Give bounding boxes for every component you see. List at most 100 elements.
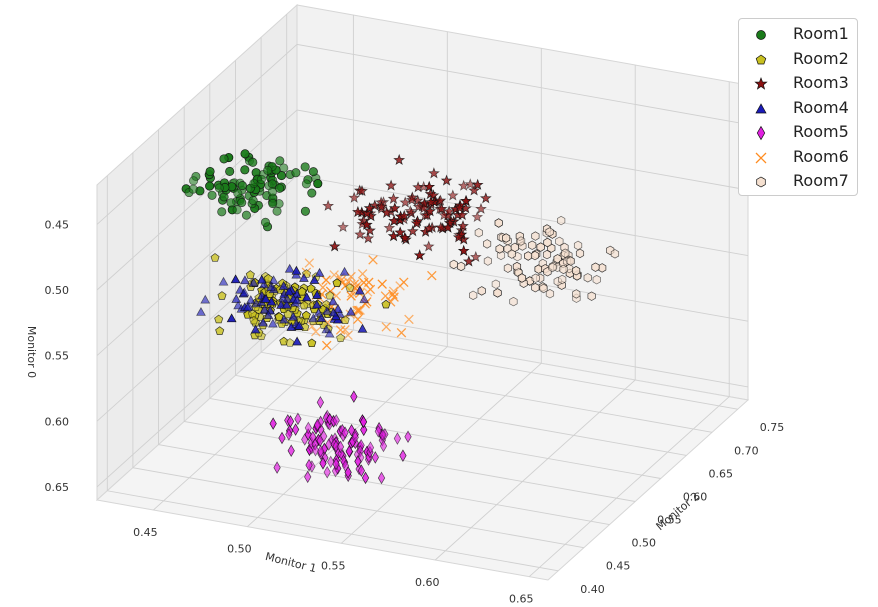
data-point (517, 273, 527, 283)
data-point (286, 415, 295, 428)
data-point (237, 197, 247, 208)
data-point (475, 202, 487, 214)
data-point (294, 320, 305, 330)
data-point (241, 210, 251, 220)
axis-panes (95, 3, 750, 581)
data-point (371, 451, 379, 464)
data-point (249, 315, 259, 325)
data-point (399, 449, 407, 462)
data-point (284, 263, 295, 273)
data-point (345, 283, 355, 292)
data-point (474, 227, 483, 238)
data-point (305, 458, 313, 472)
z-tick-label: 0.65 (45, 481, 70, 494)
data-point (332, 278, 342, 287)
data-point (205, 166, 215, 177)
data-point (491, 279, 500, 289)
data-point (205, 181, 215, 191)
data-point (502, 233, 511, 243)
data-point (399, 196, 412, 208)
data-point (434, 194, 447, 206)
z-tick-label: 0.50 (45, 284, 70, 297)
data-point (583, 273, 592, 283)
data-point (333, 304, 343, 313)
data-point (364, 277, 374, 288)
data-point (288, 311, 299, 321)
data-point (278, 431, 286, 445)
data-point (324, 328, 335, 338)
data-point (275, 156, 285, 166)
legend-label: Room6 (793, 146, 849, 166)
data-point (256, 274, 267, 284)
data-point (536, 242, 545, 252)
data-point (572, 265, 581, 276)
data-point (331, 464, 340, 478)
data-point (219, 154, 229, 164)
data-point (248, 195, 258, 206)
data-point (528, 240, 537, 250)
data-point (359, 294, 370, 304)
data-point (327, 455, 335, 469)
data-point (366, 441, 375, 454)
data-point (360, 218, 373, 230)
data-point (353, 314, 363, 324)
data-point (231, 294, 242, 303)
data-point (210, 253, 220, 262)
tick-labels: 0.450.500.550.600.650.400.450.500.550.60… (45, 218, 785, 605)
data-point (294, 412, 302, 426)
data-point (258, 317, 269, 327)
data-point (332, 414, 340, 427)
data-point (249, 178, 259, 188)
y-tick-label: 0.60 (683, 490, 708, 503)
legend-marker-icon (756, 30, 766, 40)
data-point (555, 236, 564, 247)
data-point (362, 232, 375, 244)
data-point (304, 421, 312, 435)
data-point (196, 306, 206, 316)
legend-marker-icon (756, 125, 766, 141)
data-point (350, 390, 358, 403)
data-point (336, 440, 345, 454)
legend-label: Room2 (793, 48, 849, 68)
data-point (233, 188, 243, 198)
data-point (347, 424, 356, 437)
data-point (239, 287, 250, 297)
data-point (356, 185, 368, 197)
data-point (226, 313, 237, 323)
data-point (387, 192, 400, 204)
data-point (284, 286, 295, 296)
data-point (311, 443, 320, 457)
data-point (404, 430, 412, 444)
data-point (406, 225, 419, 237)
data-point (559, 264, 568, 275)
data-point (352, 205, 364, 218)
data-point (507, 249, 516, 259)
series-room4 (196, 263, 370, 346)
data-point (285, 338, 295, 347)
data-point (435, 202, 448, 215)
data-point (398, 209, 411, 222)
data-point (345, 306, 356, 316)
data-point (308, 313, 319, 323)
data-point (306, 283, 316, 293)
data-point (368, 255, 378, 265)
data-point (361, 471, 370, 485)
data-point (374, 425, 382, 438)
data-point (316, 396, 325, 409)
data-point (313, 418, 322, 432)
data-point (263, 165, 273, 175)
data-point (263, 310, 274, 319)
data-point (524, 251, 533, 261)
data-point (427, 270, 437, 281)
data-point (240, 275, 250, 285)
data-point (396, 327, 407, 338)
data-point (449, 259, 458, 270)
legend-label: Room3 (793, 73, 849, 92)
data-point (355, 305, 365, 315)
data-point (543, 237, 552, 248)
data-point (188, 184, 198, 194)
y-tick-label: 0.55 (657, 514, 682, 527)
data-point (301, 292, 312, 302)
data-point (313, 307, 324, 317)
data-point (545, 227, 554, 237)
